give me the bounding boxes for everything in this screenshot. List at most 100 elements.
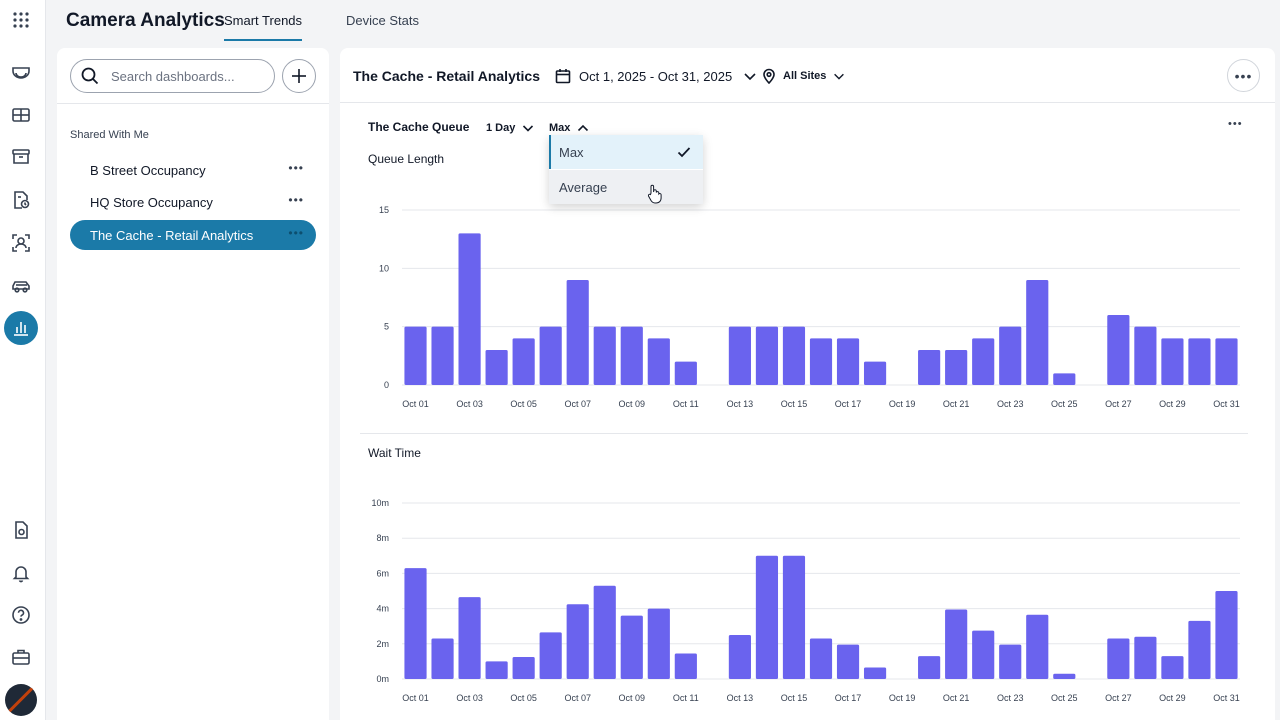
bar-oct-02[interactable]: [431, 326, 454, 385]
bar-oct-29[interactable]: [1161, 338, 1184, 385]
bar-oct-30[interactable]: [1188, 338, 1211, 385]
tab-smart-trends[interactable]: Smart Trends: [224, 13, 303, 41]
video-wall-icon[interactable]: [6, 100, 36, 130]
bar-oct-22[interactable]: [972, 338, 995, 385]
bar-oct-14[interactable]: [755, 555, 779, 679]
bar-oct-05[interactable]: [512, 657, 535, 679]
y-tick-label: 10: [379, 263, 389, 273]
bar-oct-01[interactable]: [404, 568, 427, 679]
analytics-chart-icon[interactable]: [4, 311, 38, 345]
bar-oct-13[interactable]: [728, 635, 751, 679]
bar-oct-02[interactable]: [431, 638, 454, 679]
bar-oct-21[interactable]: [945, 609, 968, 679]
bar-oct-14[interactable]: [755, 326, 779, 385]
face-search-icon[interactable]: [6, 228, 36, 258]
settings-doc-icon[interactable]: [6, 515, 36, 545]
bar-oct-03[interactable]: [458, 597, 481, 679]
bar-oct-29[interactable]: [1161, 656, 1184, 679]
bell-icon[interactable]: [6, 558, 36, 588]
bar-oct-27[interactable]: [1107, 315, 1130, 385]
add-dashboard-button[interactable]: [282, 59, 316, 93]
x-tick-label: Oct 25: [1051, 399, 1078, 409]
search-input[interactable]: Search dashboards...: [70, 59, 275, 93]
bar-oct-17[interactable]: [836, 644, 860, 679]
apps-grid-icon[interactable]: [6, 5, 36, 35]
bar-oct-25[interactable]: [1053, 673, 1076, 679]
bar-oct-03[interactable]: [458, 233, 481, 385]
more-options-icon[interactable]: •••: [288, 161, 304, 175]
site-selector[interactable]: All Sites: [761, 68, 846, 84]
bar-oct-24[interactable]: [1026, 614, 1049, 679]
bar-oct-16[interactable]: [809, 338, 833, 385]
bar-oct-01[interactable]: [404, 326, 427, 385]
bar-oct-07[interactable]: [566, 280, 589, 385]
sidebar-item-b-street-occupancy[interactable]: B Street Occupancy •••: [70, 155, 316, 185]
bar-oct-09[interactable]: [620, 615, 643, 679]
interval-selector[interactable]: 1 Day: [486, 121, 535, 135]
bar-oct-07[interactable]: [566, 604, 589, 679]
bar-oct-28[interactable]: [1134, 636, 1157, 679]
help-icon[interactable]: [6, 600, 36, 630]
bar-oct-23[interactable]: [999, 644, 1022, 679]
dropdown-option-max[interactable]: Max: [549, 135, 703, 169]
dashboard-more-button[interactable]: •••: [1227, 59, 1260, 92]
bar-oct-13[interactable]: [728, 326, 751, 385]
dome-camera-icon[interactable]: [6, 57, 36, 87]
bar-oct-09[interactable]: [620, 326, 643, 385]
bar-oct-25[interactable]: [1053, 373, 1076, 385]
sidebar-item-the-cache-retail-analytics[interactable]: The Cache - Retail Analytics •••: [70, 220, 316, 250]
bar-oct-11[interactable]: [674, 361, 697, 385]
bar-oct-15[interactable]: [782, 326, 806, 385]
hand-cursor-icon: [647, 184, 662, 204]
bar-oct-20[interactable]: [918, 656, 941, 679]
plus-icon: [292, 69, 306, 83]
dropdown-option-average[interactable]: Average: [549, 170, 703, 204]
bar-oct-20[interactable]: [918, 350, 941, 385]
bar-oct-27[interactable]: [1107, 638, 1130, 679]
bar-oct-22[interactable]: [972, 630, 995, 679]
bar-oct-18[interactable]: [863, 361, 887, 385]
bar-oct-06[interactable]: [539, 632, 562, 679]
bar-oct-05[interactable]: [512, 338, 535, 385]
bar-oct-16[interactable]: [809, 638, 833, 679]
bar-oct-15[interactable]: [782, 555, 806, 679]
bar-oct-18[interactable]: [863, 667, 887, 679]
date-range-picker[interactable]: Oct 1, 2025 - Oct 31, 2025: [555, 68, 758, 84]
bar-oct-04[interactable]: [485, 350, 508, 385]
chart-divider: [360, 433, 1248, 434]
vehicle-icon[interactable]: [6, 271, 36, 301]
bar-oct-31[interactable]: [1215, 591, 1238, 679]
briefcase-icon[interactable]: [6, 642, 36, 672]
bar-oct-31[interactable]: [1215, 338, 1238, 385]
bar-oct-30[interactable]: [1188, 620, 1211, 679]
sidebar-divider: [57, 103, 329, 104]
tab-device-stats[interactable]: Device Stats: [346, 13, 419, 28]
bar-oct-06[interactable]: [539, 326, 562, 385]
access-report-icon[interactable]: [6, 185, 36, 215]
bar-oct-21[interactable]: [945, 350, 968, 385]
bar-oct-08[interactable]: [593, 585, 616, 679]
more-options-icon[interactable]: •••: [288, 193, 304, 207]
chevron-down-icon: [523, 125, 534, 132]
bar-oct-28[interactable]: [1134, 326, 1157, 385]
bar-oct-04[interactable]: [485, 661, 508, 679]
chevron-down-icon: [834, 73, 845, 80]
card-more-button[interactable]: •••: [1228, 118, 1243, 130]
bar-oct-11[interactable]: [674, 653, 697, 679]
sidebar-item-hq-store-occupancy[interactable]: HQ Store Occupancy •••: [70, 187, 316, 217]
dashboard-title: The Cache - Retail Analytics: [353, 68, 540, 84]
user-avatar[interactable]: [5, 684, 37, 716]
aggregation-selector[interactable]: Max: [549, 121, 590, 135]
bar-oct-17[interactable]: [836, 338, 860, 385]
bar-oct-24[interactable]: [1026, 280, 1049, 385]
bar-oct-10[interactable]: [647, 338, 670, 385]
x-tick-label: Oct 05: [510, 399, 537, 409]
x-tick-label: Oct 17: [835, 693, 862, 703]
more-options-icon[interactable]: •••: [288, 226, 304, 240]
bar-oct-10[interactable]: [647, 608, 670, 679]
archive-icon[interactable]: [6, 142, 36, 172]
bar-oct-23[interactable]: [999, 326, 1022, 385]
checkmark-icon: [677, 147, 691, 158]
x-tick-label: Oct 11: [673, 693, 699, 703]
bar-oct-08[interactable]: [593, 326, 616, 385]
